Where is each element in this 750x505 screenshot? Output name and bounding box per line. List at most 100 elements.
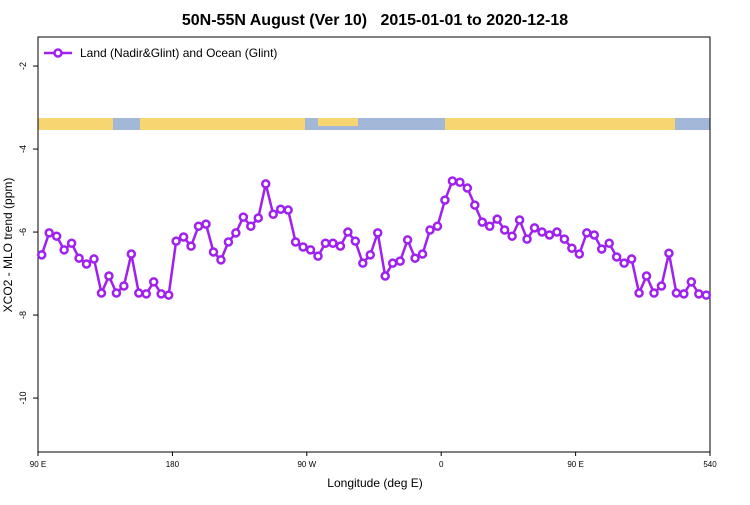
- data-point: [432, 221, 443, 231]
- data-point: [283, 205, 293, 215]
- data-point: [350, 236, 361, 246]
- data-point: [290, 237, 301, 247]
- data-point: [66, 238, 77, 249]
- data-point: [74, 253, 84, 263]
- data-point: [231, 228, 241, 238]
- data-point: [134, 288, 144, 298]
- legend-label: Land (Nadir&Glint) and Ocean (Glint): [80, 46, 277, 60]
- data-point: [171, 236, 181, 246]
- data-point: [559, 234, 570, 244]
- data-point: [410, 253, 420, 263]
- data-point: [275, 204, 286, 214]
- data-point: [208, 247, 219, 257]
- data-point: [529, 223, 540, 233]
- data-point: [440, 195, 450, 205]
- data-point: [552, 227, 562, 237]
- y-tick-label: -4: [18, 145, 28, 153]
- data-point: [96, 288, 107, 298]
- data-point: [484, 221, 495, 231]
- data-point: [238, 212, 249, 222]
- plot-frame: [37, 36, 711, 453]
- data-point: [387, 258, 398, 268]
- y-tick-label: -8: [18, 311, 28, 319]
- data-point: [260, 179, 271, 189]
- data-point: [455, 177, 465, 187]
- y-axis-label: XCO2 - MLO trend (ppm): [1, 178, 15, 313]
- data-point: [313, 251, 323, 261]
- data-point: [111, 288, 122, 298]
- x-tick-label: 540: [703, 460, 717, 469]
- data-point: [679, 289, 689, 299]
- data-point: [656, 281, 667, 291]
- land-band: [318, 118, 358, 126]
- data-point: [305, 245, 316, 255]
- data-point: [641, 271, 652, 281]
- data-point: [626, 254, 637, 264]
- data-point: [186, 241, 196, 251]
- data-point: [201, 219, 211, 229]
- data-point: [425, 225, 435, 235]
- data-point: [246, 221, 256, 231]
- data-point: [649, 288, 659, 298]
- data-point: [514, 215, 525, 225]
- data-point: [372, 228, 383, 238]
- data-point: [492, 214, 502, 224]
- data-point: [380, 271, 390, 281]
- data-point: [664, 248, 674, 258]
- x-tick-label: 180: [166, 460, 180, 469]
- data-point: [507, 231, 517, 241]
- legend-marker: [53, 48, 63, 58]
- data-point: [193, 221, 204, 231]
- data-point: [402, 235, 413, 245]
- data-point: [611, 252, 622, 262]
- data-point: [522, 234, 532, 244]
- data-point: [447, 176, 458, 186]
- y-tick-label: -2: [18, 62, 28, 70]
- data-point: [470, 200, 480, 210]
- land-band: [140, 118, 305, 130]
- data-point: [694, 289, 704, 299]
- data-point: [589, 230, 600, 240]
- data-point: [81, 259, 92, 269]
- data-point: [417, 249, 428, 259]
- data-point: [596, 244, 607, 254]
- land-band: [38, 118, 113, 130]
- data-point: [148, 277, 159, 287]
- data-point: [44, 228, 54, 238]
- data-point: [499, 225, 510, 235]
- x-tick-label: 90 W: [297, 460, 316, 469]
- data-point: [253, 213, 264, 223]
- data-point: [619, 258, 629, 268]
- data-point: [604, 238, 614, 249]
- data-point: [89, 254, 99, 264]
- data-point: [582, 228, 592, 238]
- data-point: [544, 230, 555, 240]
- data-point: [358, 258, 368, 268]
- data-point: [328, 238, 338, 249]
- chart-title: 50N-55N August (Ver 10) 2015-01-01 to 20…: [182, 12, 568, 29]
- data-point: [686, 277, 697, 287]
- data-point: [163, 290, 174, 300]
- data-point: [119, 281, 129, 291]
- data-point: [104, 271, 114, 281]
- y-tick-label: -6: [18, 228, 28, 236]
- data-point: [126, 249, 137, 259]
- data-point: [701, 290, 712, 300]
- data-point: [36, 250, 47, 260]
- data-point: [298, 242, 308, 252]
- data-point: [365, 250, 376, 260]
- x-axis-label: Longitude (deg E): [327, 476, 422, 490]
- x-tick-label: 0: [439, 460, 444, 469]
- data-point: [395, 256, 405, 266]
- land-band: [445, 118, 675, 130]
- data-point: [462, 183, 473, 193]
- land-ocean-strip: [38, 118, 710, 130]
- data-point: [320, 238, 331, 249]
- data-point: [477, 217, 488, 227]
- x-tick-label: 90 E: [30, 460, 46, 469]
- data-point: [51, 231, 62, 241]
- y-tick-label: -10: [18, 392, 28, 405]
- data-point: [59, 245, 69, 255]
